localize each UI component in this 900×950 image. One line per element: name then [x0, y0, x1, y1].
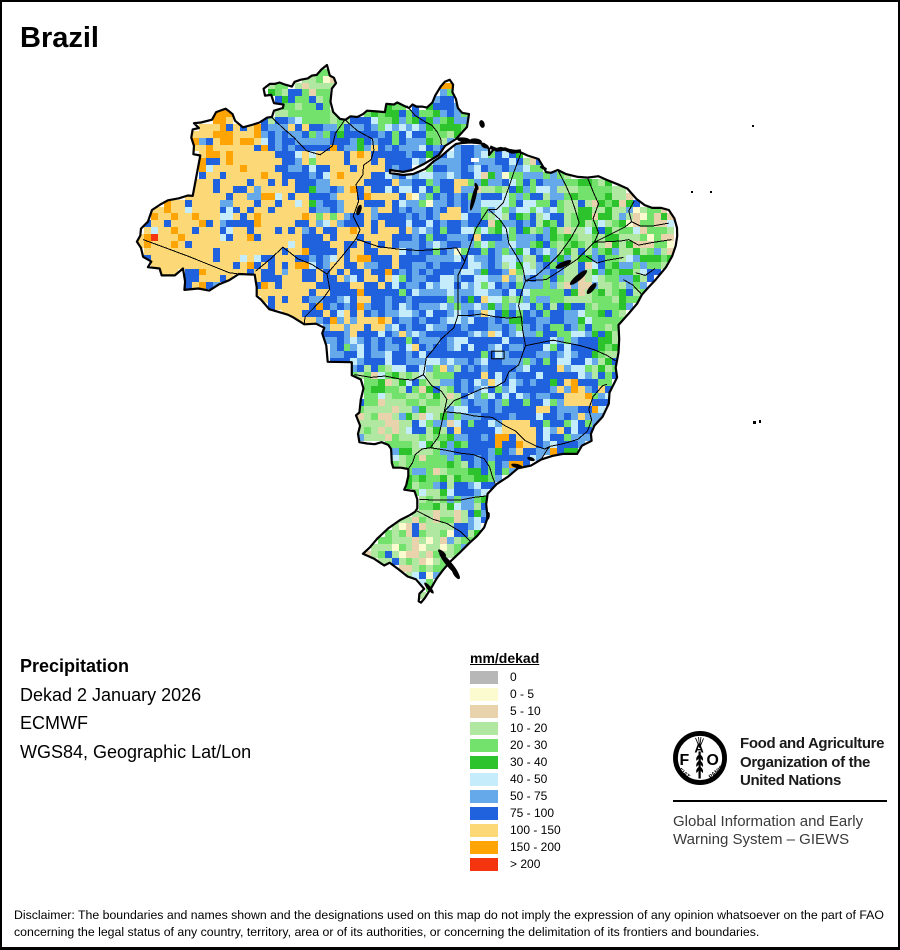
svg-text:O: O — [707, 752, 719, 769]
svg-text:F: F — [679, 752, 689, 769]
svg-text:A: A — [694, 740, 704, 755]
